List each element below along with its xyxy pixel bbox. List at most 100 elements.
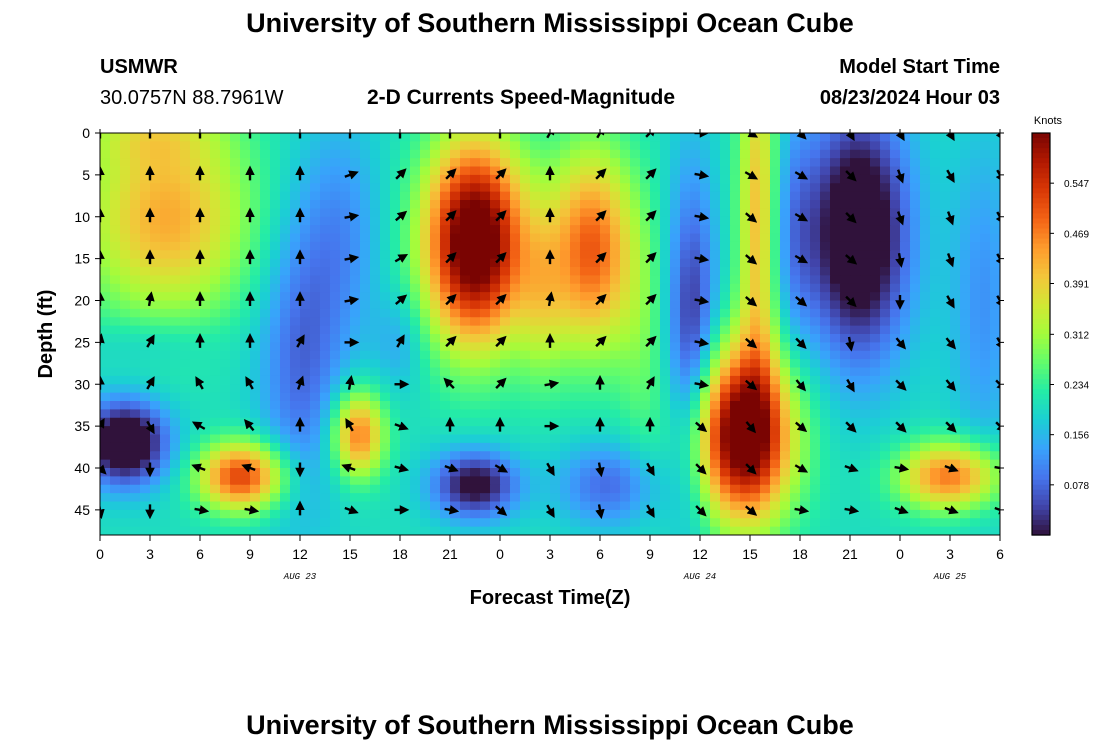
heatmap-cell — [410, 401, 421, 410]
heatmap-cell — [140, 200, 151, 209]
heatmap-cell — [560, 501, 571, 511]
heatmap-cell — [820, 401, 831, 410]
heatmap-cell — [150, 426, 161, 436]
heatmap-cell — [800, 317, 811, 327]
heatmap-cell — [540, 451, 551, 461]
current-vector — [495, 377, 507, 389]
heatmap-cell — [610, 526, 621, 535]
current-vector — [745, 421, 757, 434]
heatmap-cell — [680, 200, 691, 209]
heatmap-cell — [630, 317, 641, 327]
heatmap-cell — [960, 417, 971, 427]
heatmap-cell — [660, 359, 671, 369]
heatmap-cell — [630, 250, 641, 260]
heatmap-cell — [540, 484, 551, 494]
heatmap-cell — [740, 350, 751, 360]
heatmap-cell — [810, 183, 821, 193]
heatmap-cell — [960, 367, 971, 377]
heatmap-cell — [660, 149, 671, 159]
heatmap-cell — [490, 191, 501, 201]
heatmap-cell — [210, 158, 221, 168]
heatmap-cell — [200, 241, 211, 251]
heatmap-cell — [300, 250, 311, 260]
heatmap-cell — [390, 426, 401, 436]
heatmap-cell — [250, 493, 261, 503]
heatmap-cell — [750, 526, 761, 535]
heatmap-cell — [690, 225, 701, 235]
heatmap-cell — [970, 392, 981, 402]
heatmap-cell — [300, 191, 311, 201]
heatmap-cell — [930, 250, 941, 260]
heatmap-cell — [960, 208, 971, 218]
heatmap-cell — [890, 166, 901, 176]
colorbar-segment — [1032, 384, 1050, 390]
heatmap-cell — [530, 225, 541, 235]
heatmap-cell — [230, 300, 241, 310]
heatmap-cell — [560, 367, 571, 377]
heatmap-cell — [100, 409, 111, 419]
heatmap-cell — [870, 233, 881, 243]
heatmap-cell — [720, 216, 731, 226]
heatmap-cell — [280, 166, 291, 176]
heatmap-cell — [560, 166, 571, 176]
heatmap-cell — [210, 258, 221, 268]
heatmap-cell — [430, 191, 441, 201]
heatmap-cell — [830, 384, 841, 394]
heatmap-cell — [540, 401, 551, 410]
heatmap-cell — [530, 300, 541, 310]
heatmap-cell — [430, 451, 441, 461]
heatmap-cell — [670, 367, 681, 377]
colorbar-segment — [1032, 504, 1050, 511]
heatmap-cell — [910, 434, 921, 444]
heatmap-cell — [520, 250, 531, 260]
heatmap-cell — [600, 392, 611, 402]
heatmap-cell — [960, 158, 971, 168]
heatmap-cell — [170, 292, 181, 302]
heatmap-cell — [730, 359, 741, 369]
heatmap-cell — [970, 250, 981, 260]
heatmap-cell — [100, 241, 111, 251]
heatmap-cell — [970, 225, 981, 235]
heatmap-cell — [220, 334, 231, 343]
heatmap-cell — [640, 158, 651, 168]
heatmap-cell — [860, 359, 871, 369]
heatmap-cell — [100, 267, 111, 276]
heatmap-cell — [350, 367, 361, 377]
heatmap-cell — [110, 384, 121, 394]
heatmap-cell — [200, 476, 211, 486]
heatmap-cell — [630, 133, 641, 142]
current-vector — [945, 295, 955, 309]
heatmap-cell — [100, 334, 111, 343]
heatmap-cell — [490, 509, 501, 519]
heatmap-cell — [660, 166, 671, 176]
heatmap-cell — [890, 267, 901, 276]
heatmap-cell — [130, 359, 141, 369]
heatmap-cell — [830, 509, 841, 519]
heatmap-cell — [990, 174, 1000, 184]
heatmap-cell — [890, 258, 901, 268]
heatmap-cell — [540, 308, 551, 318]
heatmap-cell — [140, 191, 151, 201]
heatmap-cell — [340, 166, 351, 176]
heatmap-cell — [110, 375, 121, 385]
heatmap-cell — [530, 191, 541, 201]
heatmap-cell — [340, 200, 351, 209]
heatmap-cell — [390, 409, 401, 419]
heatmap-cell — [170, 233, 181, 243]
heatmap-cell — [550, 267, 561, 276]
current-vector — [191, 463, 206, 473]
heatmap-cell — [120, 216, 131, 226]
heatmap-cell — [840, 375, 851, 385]
heatmap-cell — [780, 275, 791, 285]
heatmap-cell — [230, 208, 241, 218]
heatmap-cell — [980, 392, 991, 402]
heatmap-cell — [630, 526, 641, 535]
heatmap-cell — [660, 426, 671, 436]
heatmap-cell — [730, 216, 741, 226]
heatmap-cell — [450, 200, 461, 209]
heatmap-cell — [860, 325, 871, 335]
heatmap-cell — [820, 225, 831, 235]
heatmap-cell — [670, 493, 681, 503]
heatmap-cell — [360, 509, 371, 519]
heatmap-cell — [970, 426, 981, 436]
